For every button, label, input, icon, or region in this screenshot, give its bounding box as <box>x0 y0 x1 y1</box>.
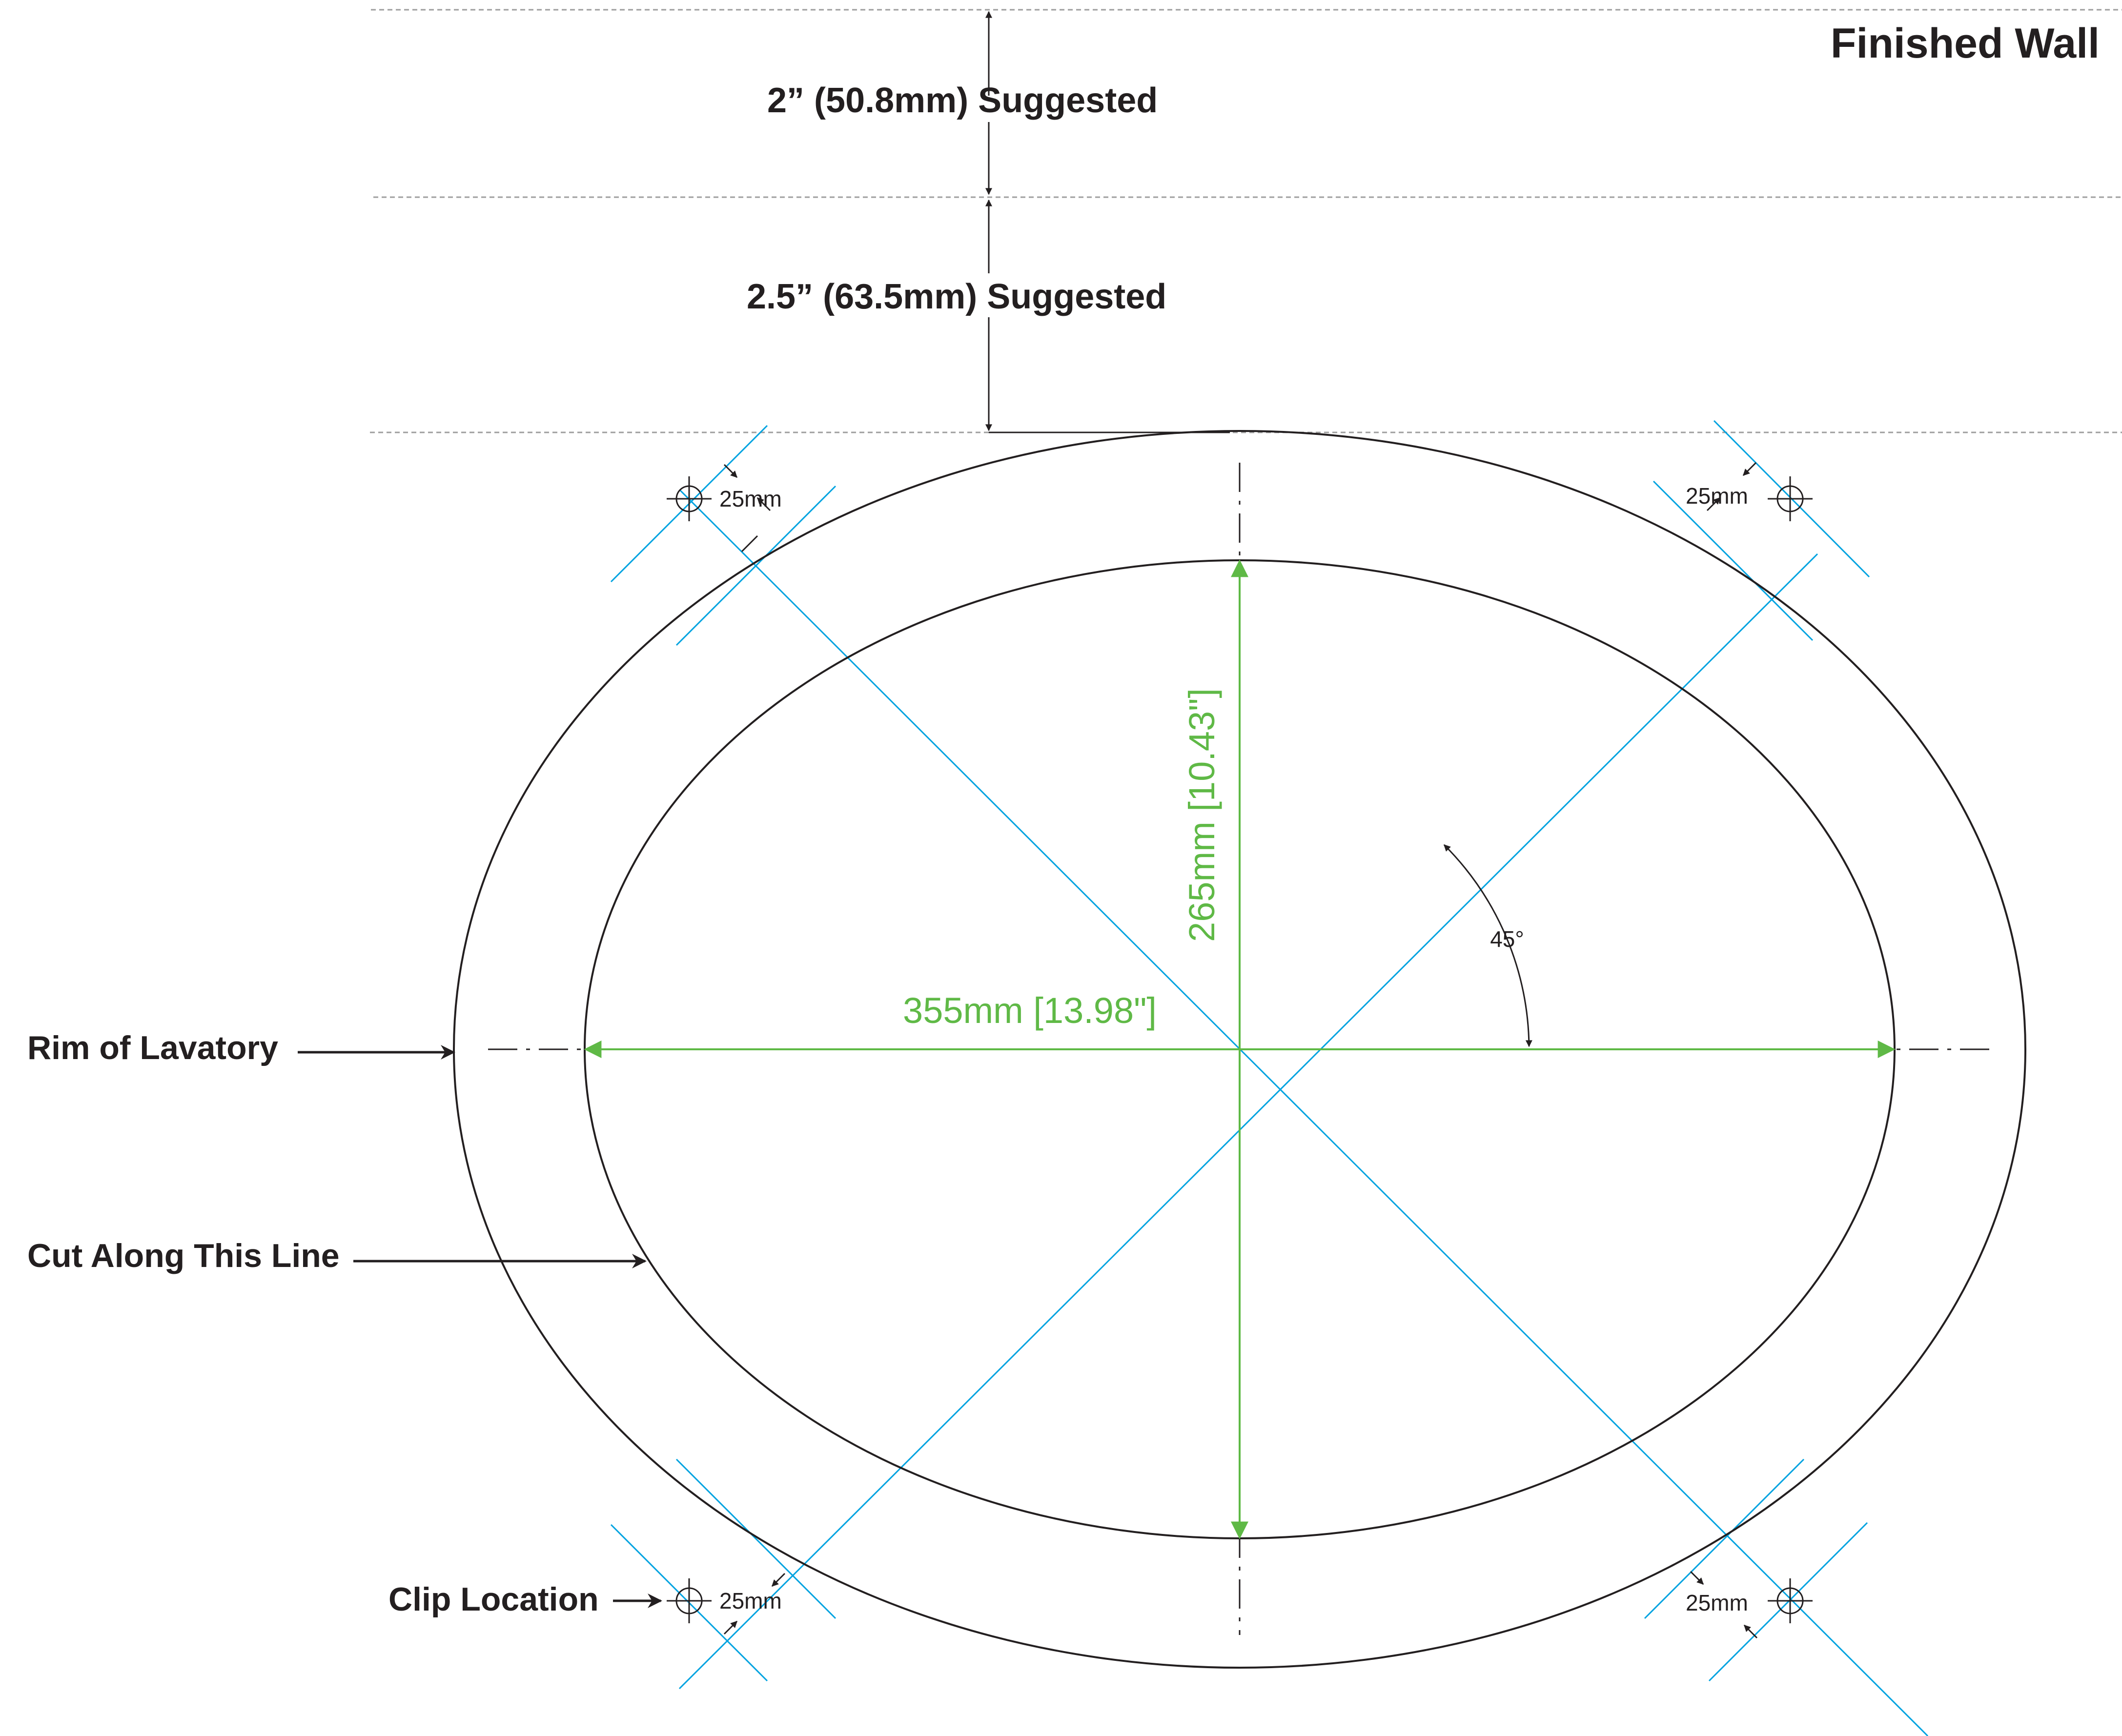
clip-marker-top-right <box>1768 476 1813 521</box>
clip-offset-label-top-right: 25mm <box>1686 483 1748 509</box>
clip-offset-label-bottom-right: 25mm <box>1686 1590 1748 1615</box>
finished-wall-label: Finished Wall <box>1831 20 2100 67</box>
height-dimension-label: 265mm [10.43"] <box>1182 688 1222 942</box>
clip-marker-bottom-right <box>1768 1578 1813 1623</box>
gap-top-label: 2” (50.8mm) Suggested <box>767 81 1158 120</box>
gap-second-label: 2.5” (63.5mm) Suggested <box>747 277 1166 316</box>
clip-location-label: Clip Location <box>388 1581 599 1618</box>
clip-marker-bottom-left <box>667 1578 712 1623</box>
green-dimensions <box>584 559 1896 1539</box>
wall-spacing-dimension <box>985 11 1230 433</box>
angle-arc <box>1443 844 1532 1047</box>
clip-offset-label-top-left: 25mm <box>719 486 782 511</box>
clip-offset-ticks <box>723 462 1758 1639</box>
clip-marker-top-left <box>667 476 712 521</box>
rim-label: Rim of Lavatory <box>27 1029 278 1066</box>
wall-guides <box>370 9 2122 433</box>
clip-offset-label-bottom-left: 25mm <box>719 1588 782 1613</box>
angle-label: 45° <box>1490 926 1524 952</box>
width-dimension-label: 355mm [13.98"] <box>903 990 1157 1031</box>
diagonal-centerline-a <box>679 490 1929 1736</box>
diagonal-centerline-b <box>678 553 1818 1690</box>
cut-line-label: Cut Along This Line <box>27 1237 340 1274</box>
